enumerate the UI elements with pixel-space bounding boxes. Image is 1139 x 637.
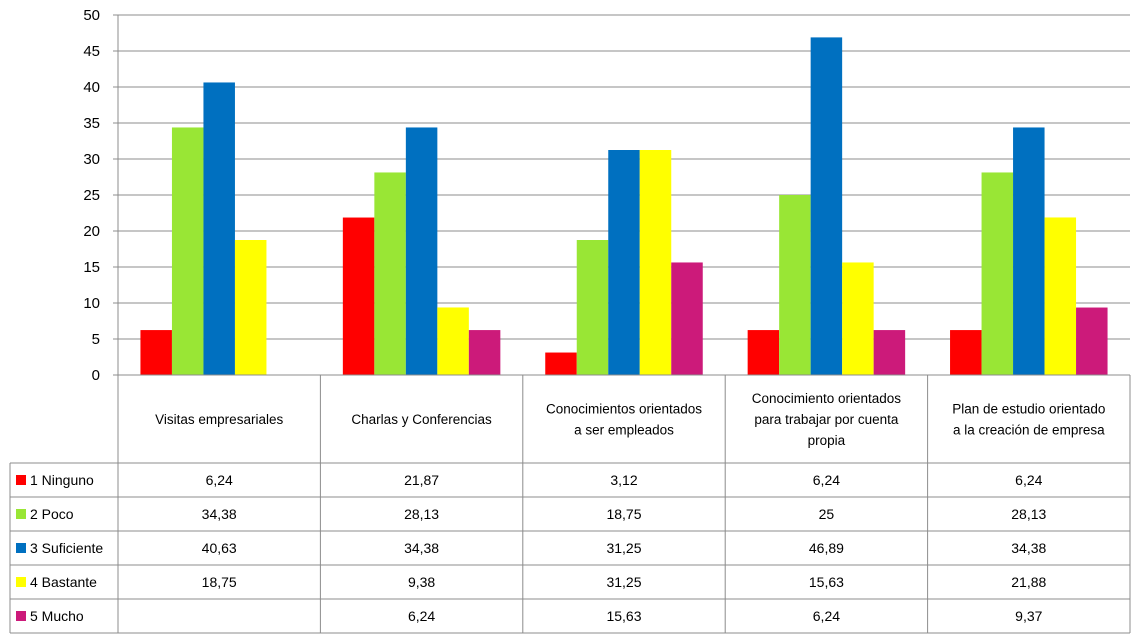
data-label: 18,75 xyxy=(606,506,641,522)
bar xyxy=(1013,127,1045,376)
bar xyxy=(203,82,235,376)
legend-key xyxy=(16,543,26,553)
data-label: 15,63 xyxy=(606,608,641,624)
data-label: 6,24 xyxy=(813,472,840,488)
y-tick-label: 45 xyxy=(83,43,100,60)
y-tick-label: 25 xyxy=(83,187,100,204)
data-label: 18,75 xyxy=(202,574,237,590)
data-label: 6,24 xyxy=(206,472,233,488)
category-label: Conocimiento orientados xyxy=(752,391,902,406)
legend-label: 5 Mucho xyxy=(30,608,84,624)
bar xyxy=(405,127,438,376)
bar xyxy=(374,172,406,375)
data-label: 34,38 xyxy=(404,540,439,556)
category-label: a la creación de empresa xyxy=(953,423,1105,438)
data-label: 34,38 xyxy=(202,506,237,522)
data-label: 6,24 xyxy=(813,608,840,624)
category-label: Charlas y Conferencias xyxy=(351,412,492,427)
legend-key xyxy=(16,611,26,621)
bar xyxy=(576,240,609,375)
y-tick-label: 5 xyxy=(92,331,100,348)
bar xyxy=(779,195,811,375)
data-label: 31,25 xyxy=(606,574,641,590)
bar xyxy=(608,150,640,375)
legend-key xyxy=(16,577,26,587)
category-label: propia xyxy=(808,433,846,448)
y-tick-label: 30 xyxy=(83,151,100,168)
bar xyxy=(1044,217,1077,375)
data-label: 21,88 xyxy=(1011,574,1046,590)
bar xyxy=(342,217,375,375)
legend-label: 3 Suficiente xyxy=(30,540,103,556)
bar xyxy=(639,150,672,375)
bar xyxy=(468,330,501,375)
y-tick-label: 15 xyxy=(83,259,100,276)
data-label: 46,89 xyxy=(809,540,844,556)
bar xyxy=(873,330,906,375)
category-label: Conocimientos orientados xyxy=(546,402,702,417)
category-label: Plan de estudio orientado xyxy=(952,402,1105,417)
data-label: 3,12 xyxy=(610,472,637,488)
bar xyxy=(1076,307,1108,375)
y-tick-label: 20 xyxy=(83,223,100,240)
data-label: 34,38 xyxy=(1011,540,1046,556)
legend-label: 2 Poco xyxy=(30,506,74,522)
y-tick-label: 0 xyxy=(92,367,100,384)
bar xyxy=(437,307,469,375)
bar xyxy=(950,330,982,375)
data-label: 9,37 xyxy=(1015,608,1042,624)
data-label: 28,13 xyxy=(1011,506,1046,522)
bar xyxy=(545,352,577,375)
y-tick-label: 10 xyxy=(83,295,100,312)
legend-key xyxy=(16,475,26,485)
bar xyxy=(171,127,204,376)
y-tick-label: 35 xyxy=(83,115,100,132)
data-label: 9,38 xyxy=(408,574,435,590)
category-label: Visitas empresariales xyxy=(155,412,283,427)
category-label: a ser empleados xyxy=(574,423,674,438)
data-label: 15,63 xyxy=(809,574,844,590)
y-tick-label: 50 xyxy=(83,7,100,24)
category-label: para trabajar por cuenta xyxy=(754,412,899,427)
data-label: 25 xyxy=(819,506,835,522)
data-label: 6,24 xyxy=(1015,472,1042,488)
bar xyxy=(671,262,703,375)
bar xyxy=(747,330,780,375)
data-label: 21,87 xyxy=(404,472,439,488)
legend-label: 4 Bastante xyxy=(30,574,97,590)
data-label: 28,13 xyxy=(404,506,439,522)
bar xyxy=(842,262,874,375)
legend-key xyxy=(16,509,26,519)
y-tick-label: 40 xyxy=(83,79,100,96)
data-label: 31,25 xyxy=(606,540,641,556)
legend-label: 1 Ninguno xyxy=(30,472,94,488)
bar xyxy=(981,172,1014,375)
bar xyxy=(140,330,172,375)
data-label: 40,63 xyxy=(202,540,237,556)
bar xyxy=(810,37,843,375)
bar xyxy=(234,240,267,375)
data-label: 6,24 xyxy=(408,608,435,624)
